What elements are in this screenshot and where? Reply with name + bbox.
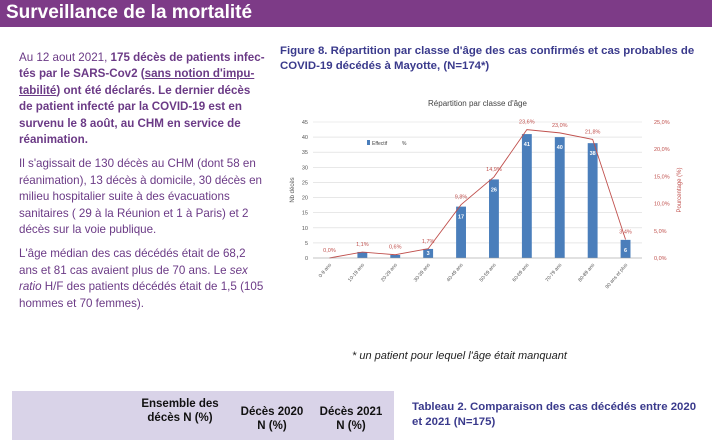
y-tick-label: 10 xyxy=(302,226,308,232)
x-tick-label: 90 ans et plus xyxy=(604,262,629,290)
bar-50-59-ans xyxy=(489,179,499,258)
y-tick-label: 5 xyxy=(305,241,308,247)
chart-title: Répartition par classe d'âge xyxy=(428,99,527,108)
y-tick-label: 35 xyxy=(302,150,308,156)
table-header-box: Ensemble des décès N (%) Décès 2020 N (%… xyxy=(12,391,394,440)
x-tick-label: 50-59 ans xyxy=(479,262,498,283)
percentage-label: 0,0% xyxy=(323,248,336,254)
bar-80-89-ans xyxy=(587,143,598,258)
col-header-total: Ensemble des décès N (%) xyxy=(141,398,219,424)
y2-tick-label: 10,0% xyxy=(654,202,670,208)
summary-imputability: sans notion d'impu-tabilité xyxy=(19,67,255,97)
x-tick-label: 0-9 ans xyxy=(318,262,334,279)
paragraph-locations: Il s'agissait de 130 décès au CHM (dont … xyxy=(19,157,262,237)
y2-tick-label: 0,0% xyxy=(654,256,667,262)
y2-tick-label: 20,0% xyxy=(654,147,670,153)
y2-tick-label: 25,0% xyxy=(654,120,670,126)
x-tick-label: 40-49 ans xyxy=(446,262,465,283)
summary-date: Au 12 aout 2021, xyxy=(19,51,111,64)
y-axis-label: Nb décès xyxy=(290,177,296,202)
bar-value-label: 41 xyxy=(524,142,530,148)
col-header-2020: Décès 2020 N (%) xyxy=(240,406,304,432)
percentage-label: 3,4% xyxy=(619,230,632,236)
bar-10-19-ans xyxy=(357,251,368,258)
legend-bar-swatch xyxy=(367,140,370,145)
percentage-label: 9,8% xyxy=(455,195,468,201)
y-tick-label: 15 xyxy=(302,211,308,217)
bar-40-49-ans xyxy=(456,206,466,258)
legend-label-effectif: Effectif xyxy=(372,141,388,147)
bar-value-label: 6 xyxy=(624,248,627,254)
y2-tick-label: 15,0% xyxy=(654,174,670,180)
bar-value-label: 26 xyxy=(491,187,497,193)
y-tick-label: 0 xyxy=(305,256,308,262)
y-tick-label: 40 xyxy=(302,135,308,141)
x-tick-label: 70-79 ans xyxy=(544,262,563,283)
y2-axis-label: Pourcentage (%) xyxy=(677,167,683,212)
section-title: Surveillance de la mortalité xyxy=(6,2,253,23)
section-banner: Surveillance de la mortalité xyxy=(0,0,712,27)
y-tick-label: 30 xyxy=(302,165,308,171)
sex-ratio-term: sex ratio xyxy=(19,263,248,294)
bar-70-79-ans xyxy=(554,137,565,258)
figure-title: Figure 8. Répartition par classe d'âge d… xyxy=(280,45,695,72)
percentage-label: 14,9% xyxy=(486,167,502,173)
left-text-column: Au 12 aout 2021, 175 décès de patients i… xyxy=(19,50,267,320)
summary-deaths: 175 décès de patients infec-tés par le S… xyxy=(19,51,265,81)
bar-value-label: 40 xyxy=(557,145,563,151)
percentage-label: 21,8% xyxy=(585,129,601,135)
y-tick-label: 45 xyxy=(302,120,308,126)
percentage-label: 23,0% xyxy=(552,123,568,129)
legend-label-percent: % xyxy=(402,141,407,147)
table-title: Tableau 2. Comparaison des cas décédés e… xyxy=(412,401,697,428)
paragraph-summary: Au 12 aout 2021, 175 décès de patients i… xyxy=(19,50,267,148)
bar-value-label: 17 xyxy=(458,215,464,221)
bar-90-ans-et-plus xyxy=(620,239,631,258)
age-text: L'âge médian des cas décédés était de 68… xyxy=(19,247,246,277)
bar-value-label: 38 xyxy=(590,151,596,157)
bar-value-label: 3 xyxy=(427,251,430,257)
sex-ratio-text: H/F des patients décédés était de 1,5 (1… xyxy=(19,280,264,310)
bar-20-29-ans xyxy=(390,254,401,258)
percentage-label: 1,1% xyxy=(356,242,369,248)
x-tick-label: 20-29 ans xyxy=(380,262,399,283)
y-tick-label: 20 xyxy=(302,196,308,202)
x-tick-label: 60-69 ans xyxy=(511,262,530,283)
x-tick-label: 10-19 ans xyxy=(347,262,366,283)
x-tick-label: 80-89 ans xyxy=(577,262,596,283)
bar-30-39-ans xyxy=(423,248,434,258)
percentage-label: 23,6% xyxy=(519,120,535,126)
y2-tick-label: 5,0% xyxy=(654,229,667,235)
paragraph-age: L'âge médian des cas décédés était de 68… xyxy=(19,246,267,312)
percentage-line xyxy=(329,129,626,259)
col-header-2021: Décès 2021 N (%) xyxy=(319,406,383,432)
percentage-label: 1,7% xyxy=(422,239,435,245)
figure-footnote: * un patient pour lequel l'âge était man… xyxy=(352,350,567,362)
summary-last-death: ) ont été déclarés. Le dernier décès de … xyxy=(19,83,251,147)
y-tick-label: 25 xyxy=(302,180,308,186)
percentage-label: 0,6% xyxy=(389,245,402,251)
bar-60-69-ans xyxy=(521,134,532,258)
x-tick-label: 30-39 ans xyxy=(413,262,432,283)
